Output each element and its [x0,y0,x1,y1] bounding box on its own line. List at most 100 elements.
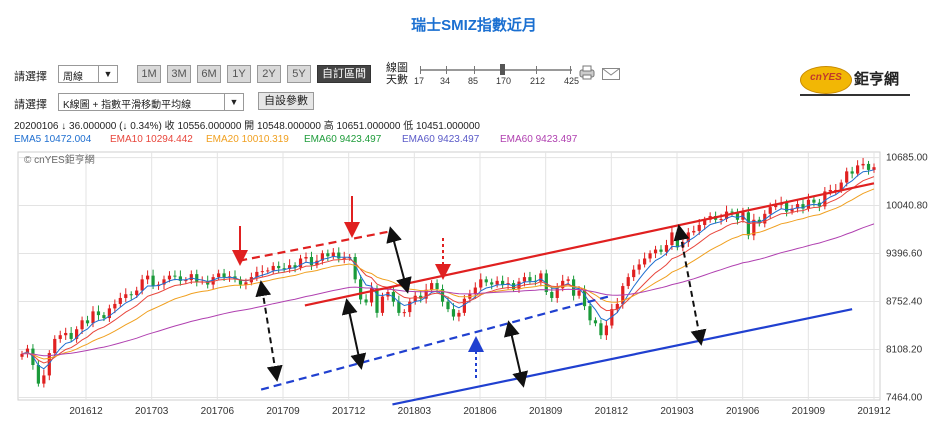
candle-body [566,279,570,281]
ema-line-ema10 [21,176,875,364]
days-slider-label: 17 [414,76,425,86]
candle-body [626,277,630,287]
candle-body [36,364,40,384]
indicator-select[interactable]: K線圖 + 指數平滑移動平均線 ▼ [58,93,244,111]
candle-body [309,257,314,266]
y-tick-label: 10040.80 [886,201,928,212]
range-button-1y[interactable]: 1Y [227,65,251,83]
envelope-icon[interactable] [602,68,620,80]
candle-body [20,353,24,357]
candle-body [58,335,62,339]
candle-body [75,329,79,339]
logo-badge: cnYES [800,66,852,94]
candle-body [271,265,275,271]
days-slider[interactable] [420,64,572,75]
candle-body [282,268,286,270]
info-line: 20200106 ↓ 36.000000 (↓ 0.34%) 收 10556.0… [14,121,480,132]
range-button-3m[interactable]: 3M [167,65,191,83]
candle-body [735,212,740,220]
candle-body [413,295,417,302]
annotation-arrow [386,226,412,294]
candle-body [801,204,805,209]
candle-body [124,294,128,298]
candle-body [637,264,641,270]
candle-body [85,320,90,324]
candle-body [653,249,658,254]
candle-body [173,275,177,277]
annotation-arrow [341,298,367,370]
candle-body [588,306,592,321]
candle-body [320,253,324,261]
candle-body [659,249,663,252]
ema-line-ema5 [21,169,875,370]
candle-body [670,232,674,246]
y-tick-label: 8752.40 [886,297,923,308]
range-button-6m[interactable]: 6M [197,65,221,83]
ema-legend-item: EMA10 10294.442 [110,134,193,145]
candle-body [167,275,172,280]
x-tick-label: 201612 [69,406,103,417]
range-button-5y[interactable]: 5Y [287,65,311,83]
candle-body [861,163,865,166]
candle-body [703,219,707,225]
candle-body [555,288,559,298]
candle-body [380,296,385,313]
candle-body [64,332,68,336]
candle-body [315,260,319,266]
chevron-down-icon: ▼ [98,66,117,82]
period-select-value: 周線 [63,72,83,83]
candle-body [648,253,652,259]
candle-body [162,279,166,285]
range-button-1m[interactable]: 1M [137,65,161,83]
candle-body [845,171,849,183]
ema-legend-item: EMA60 9423.497 [304,134,382,145]
candle-body [102,315,106,319]
candle-body [446,301,450,310]
candle-body [364,299,368,303]
days-slider-tick [420,66,421,74]
candle-body [632,269,636,278]
candle-body [577,290,581,296]
candle-body [184,280,188,282]
candle-body [140,279,144,291]
cnyes-logo: cnYES 鉅亨網 [800,64,910,96]
candle-body [331,252,335,257]
days-slider-tick [570,66,571,74]
candle-body [604,325,608,336]
ema-legend-item: EMA20 10010.319 [206,134,289,145]
ema-legend-item: EMA60 9423.497 [402,134,480,145]
candle-body [113,303,117,309]
range-button-2y[interactable]: 2Y [257,65,281,83]
candle-body [195,274,199,282]
candle-body [91,311,95,324]
watermark-text: © cnYES鉅亨網 [24,153,95,166]
candle-body [69,332,73,339]
y-tick-label: 10685.00 [886,153,928,164]
candle-body [856,165,860,174]
days-slider-label: 34 [440,76,451,86]
candle-body [375,288,379,313]
logo-underline [800,94,910,96]
candle-body [206,281,210,285]
days-slider-track [420,69,572,71]
candle-body [25,348,30,354]
custom-params-button[interactable]: 自設參數 [258,92,314,110]
candle-body [752,219,756,236]
range-button-自訂區間[interactable]: 自訂區間 [317,65,371,83]
candle-body [643,258,647,265]
x-tick-label: 201703 [135,406,169,417]
x-tick-label: 201912 [857,406,891,417]
candle-body [135,290,139,295]
period-select[interactable]: 周線 ▼ [58,65,118,83]
candle-body [178,276,182,281]
trend-line [392,308,853,406]
candle-body [326,253,330,257]
x-tick-label: 201809 [529,406,563,417]
x-tick-label: 201909 [792,406,826,417]
days-label-line2: 天數 [386,74,408,86]
days-slider-tick [474,66,475,74]
candle-body [293,265,297,268]
candle-body [806,199,811,209]
days-slider-handle[interactable] [500,64,505,75]
printer-icon[interactable] [578,64,596,80]
